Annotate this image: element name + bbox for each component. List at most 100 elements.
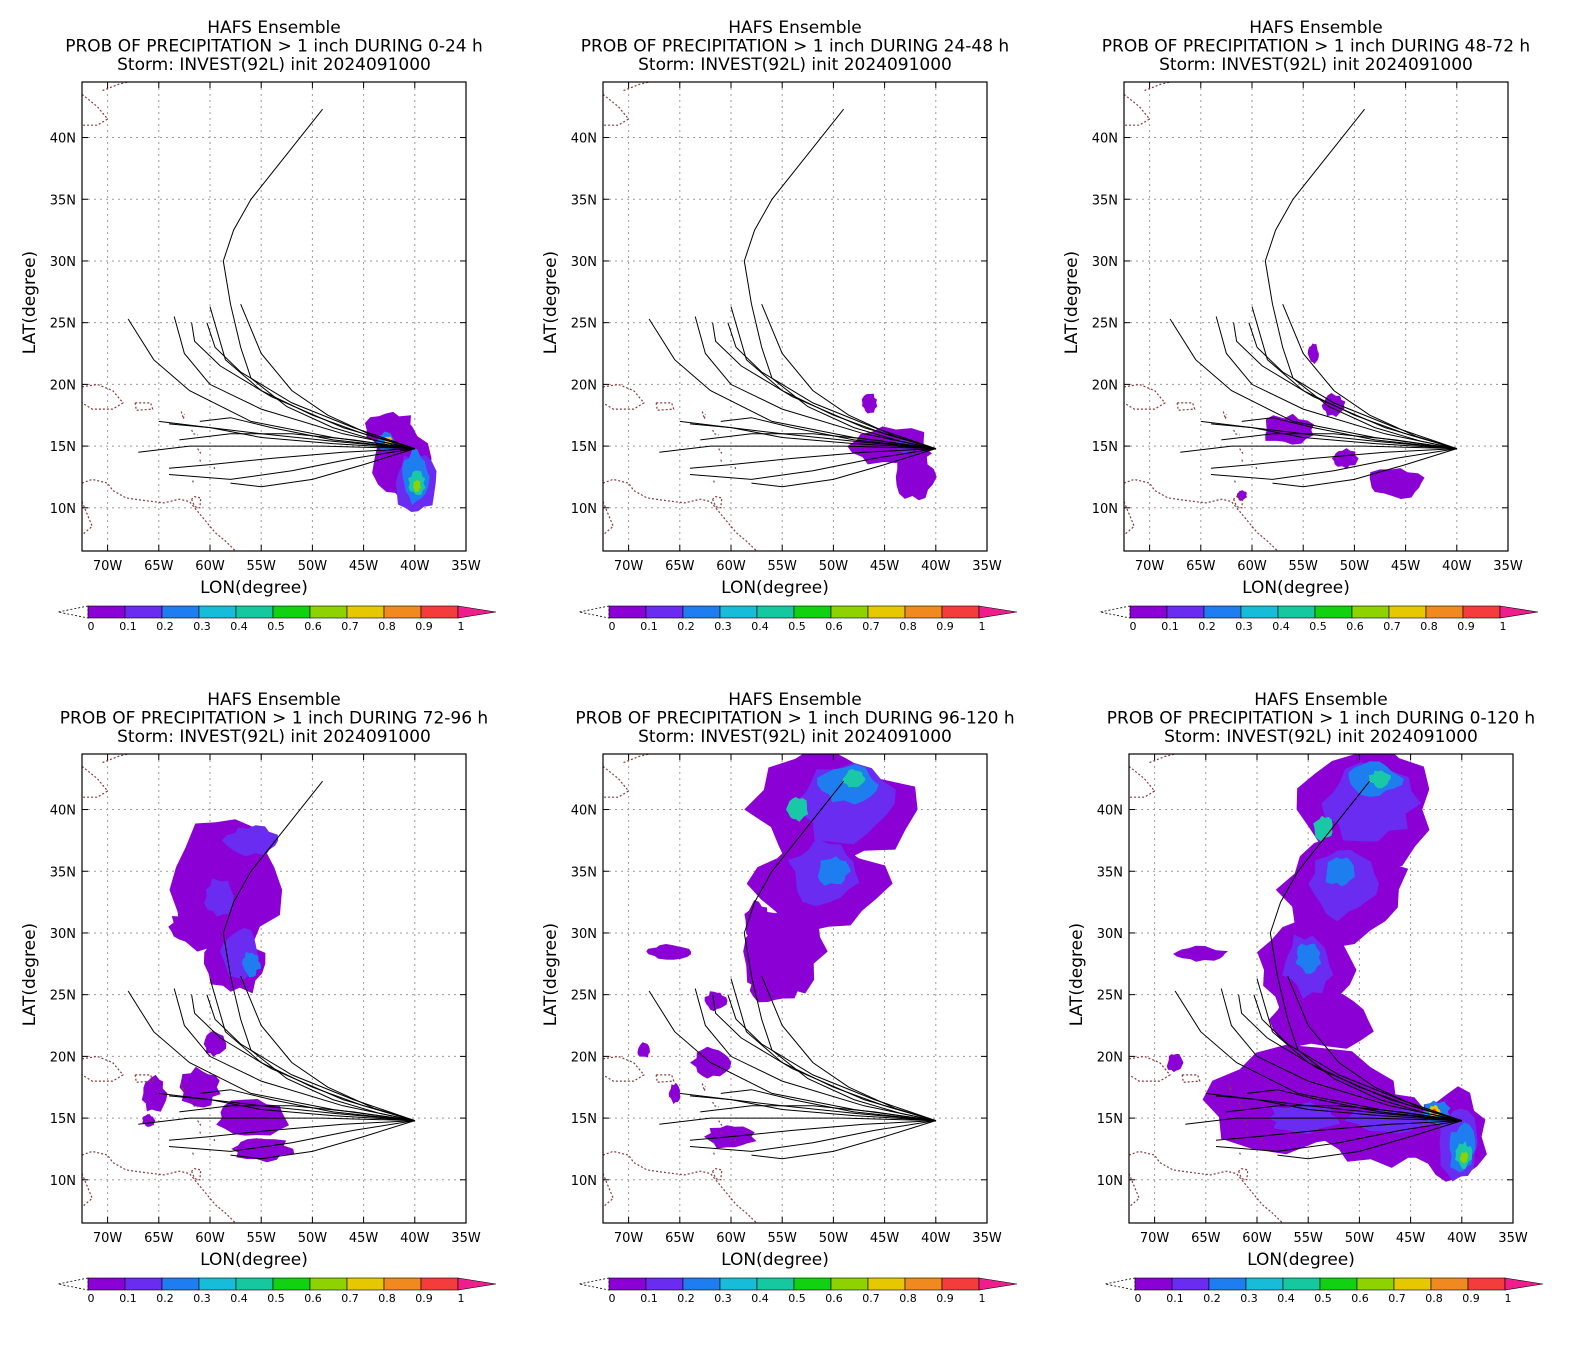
probability-area (1173, 945, 1228, 962)
colorbar-segment (867, 605, 906, 619)
y-tick-label: 15N (571, 1112, 597, 1127)
colorbar-label: 0.2 (156, 1292, 174, 1305)
y-tick-label: 15N (50, 1112, 76, 1127)
x-axis-label: LON(degree) (1242, 578, 1350, 598)
map-frame (81, 81, 467, 552)
colorbar-segment (1467, 1277, 1506, 1291)
panel-title-line-1: HAFS Ensemble (728, 18, 861, 38)
colorbar-label: 0.8 (1425, 1292, 1443, 1305)
colorbar-segment (719, 1277, 758, 1291)
colorbar-label: 0.2 (677, 620, 695, 633)
colorbar-label: 0.5 (1309, 620, 1327, 633)
x-tick-label: 55W (1293, 1231, 1323, 1246)
probability-area (842, 769, 866, 788)
ensemble-track (199, 417, 415, 450)
ensemble-track (168, 448, 415, 480)
x-tick-label: 45W (1396, 1231, 1426, 1246)
ensemble-track (751, 448, 936, 488)
colorbar: 0 0.1 0.2 0.3 0.4 0.5 0.6 0.7 0.8 0.9 1 (578, 1277, 1018, 1305)
colorbar-over-arrow (457, 1277, 497, 1291)
ensemble-track (173, 988, 415, 1122)
colorbar-label: 0 (1135, 1292, 1142, 1305)
panel-title-line-2: PROB OF PRECIPITATION > 1 inch DURING 0-… (65, 37, 483, 57)
colorbar: 0 0.1 0.2 0.3 0.4 0.5 0.6 0.7 0.8 0.9 1 (1099, 605, 1539, 633)
colorbar-under-arrow (578, 1277, 610, 1291)
colorbar-label: 0.7 (1383, 620, 1401, 633)
map-frame (81, 753, 467, 1224)
colorbar-label: 0.9 (415, 620, 433, 633)
x-tick-label: 35W (1498, 1231, 1528, 1246)
colorbar-segment (1319, 1277, 1358, 1291)
colorbar-label: 0.7 (862, 1292, 880, 1305)
coastline (192, 480, 195, 484)
colorbar-label: 0.6 (304, 620, 322, 633)
ensemble-track (199, 1089, 415, 1122)
x-tick-label: 55W (1288, 559, 1318, 574)
coastline (701, 1083, 706, 1092)
colorbar-segment (1393, 1277, 1432, 1291)
coastline (1124, 501, 1135, 536)
x-tick-label: 70W (614, 559, 644, 574)
colorbar-label: 0.9 (936, 620, 954, 633)
coastline (1239, 1152, 1242, 1156)
ensemble-track (720, 1089, 936, 1122)
x-axis-label: LON(degree) (1247, 1250, 1355, 1270)
panel-title-line-1: HAFS Ensemble (207, 18, 340, 38)
y-axis-label: LAT(degree) (541, 923, 561, 1026)
ensemble-track (1226, 1105, 1462, 1122)
coastline (1234, 480, 1237, 484)
probability-area (1308, 849, 1379, 922)
y-tick-label: 35N (1092, 193, 1118, 208)
panel-title-line-1: HAFS Ensemble (728, 690, 861, 710)
coastline (1129, 1173, 1140, 1208)
coastline (102, 754, 129, 764)
coastline (1255, 466, 1258, 471)
colorbar-label: 0.9 (1457, 620, 1475, 633)
panel-title-line-3: Storm: INVEST(92L) init 2024091000 (117, 55, 431, 75)
x-tick-label: 45W (870, 1231, 900, 1246)
ensemble-track (712, 994, 936, 1122)
colorbar-over-arrow (1499, 605, 1539, 619)
probability-area (1236, 490, 1248, 501)
colorbar-label: 0 (88, 620, 95, 633)
ensemble-track (1269, 780, 1462, 1122)
ensemble-track (168, 1095, 415, 1122)
colorbar-segment (1240, 605, 1279, 619)
colorbar-label: 0.1 (640, 620, 658, 633)
colorbar-segment (198, 605, 237, 619)
ensemble-track (206, 994, 415, 1122)
probability-area (203, 1030, 227, 1057)
colorbar-segment (608, 1277, 647, 1291)
coastline (1246, 1131, 1249, 1135)
x-tick-label: 60W (1242, 1231, 1272, 1246)
colorbar-segment (756, 1277, 795, 1291)
probability-area (1269, 988, 1374, 1049)
ensemble-track (1180, 445, 1457, 453)
ensemble-track (689, 1120, 936, 1141)
coastline (134, 402, 154, 411)
colorbar-segment (272, 1277, 311, 1291)
coastline (1241, 459, 1244, 463)
colorbar-label: 1 (1500, 620, 1507, 633)
ensemble-track (689, 1095, 936, 1122)
ensemble-track (689, 448, 936, 480)
panel-title-line-2: PROB OF PRECIPITATION > 1 inch DURING 24… (581, 37, 1009, 57)
coastline (102, 82, 129, 92)
colorbar-segment (756, 605, 795, 619)
colorbar-segment (124, 1277, 163, 1291)
coastline (1239, 448, 1244, 454)
colorbar-segment (1134, 1277, 1173, 1291)
panel-title-line-2: PROB OF PRECIPITATION > 1 inch DURING 48… (1102, 37, 1530, 57)
ensemble-track (230, 448, 415, 488)
colorbar-segment (161, 605, 200, 619)
ensemble-track (648, 990, 936, 1122)
colorbar-over-arrow (457, 605, 497, 619)
probability-area (1331, 448, 1359, 469)
ensemble-track (700, 1105, 936, 1122)
coastline (1124, 383, 1166, 410)
probability-area (1368, 770, 1391, 789)
x-tick-label: 60W (716, 559, 746, 574)
ensemble-track (743, 108, 936, 450)
